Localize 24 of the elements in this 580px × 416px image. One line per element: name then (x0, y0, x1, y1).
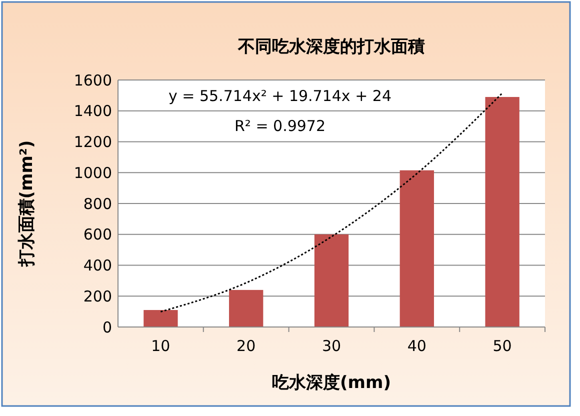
y-tick-label: 1000 (74, 164, 112, 182)
y-tick-label: 200 (83, 287, 112, 306)
y-tick-label: 0 (102, 318, 112, 336)
annotation: R² = 0.9972 (234, 117, 326, 135)
bar (485, 96, 520, 327)
x-axis-title: 吃水深度(mm) (272, 373, 391, 393)
y-tick-label: 1200 (74, 133, 112, 151)
x-tick-label: 10 (151, 337, 170, 355)
annotation: y = 55.714x² + 19.714x + 24 (168, 87, 392, 105)
y-axis-title: 打水面積(mm²) (17, 140, 37, 268)
y-tick-label: 800 (83, 194, 112, 213)
bar (144, 310, 178, 327)
y-tick-label: 600 (83, 226, 112, 244)
y-tick-label: 1400 (74, 102, 112, 120)
y-tick-label: 1600 (74, 71, 112, 90)
chart-title: 不同吃水深度的打水面積 (237, 37, 425, 57)
bar (400, 170, 434, 327)
x-tick-label: 20 (236, 337, 256, 355)
bar (314, 234, 349, 327)
x-tick-label: 50 (492, 337, 512, 355)
x-tick-label: 30 (322, 337, 342, 355)
y-tick-label: 400 (83, 256, 112, 274)
bar (229, 290, 264, 327)
x-tick-label: 40 (407, 337, 426, 355)
